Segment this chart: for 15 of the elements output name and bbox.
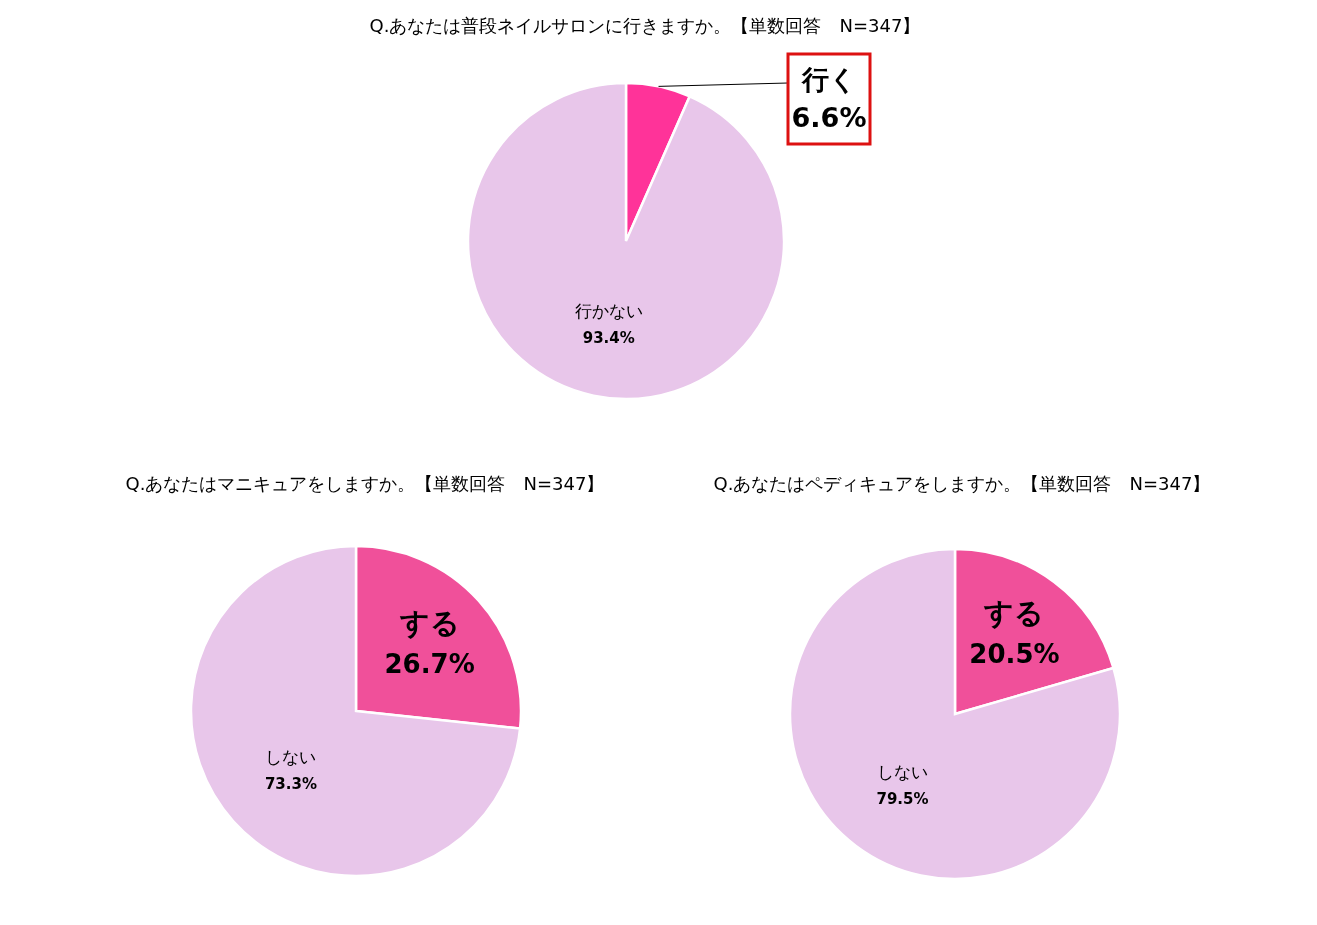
chart-title: Q.あなたはマニキュアをしますか。【単数回答 N=347】 (125, 473, 605, 494)
slice-label: する (983, 595, 1045, 630)
slice-label: しない (876, 761, 928, 782)
data-label: 20.5% (969, 638, 1060, 669)
chart-title: Q.あなたはペディキュアをしますか。【単数回答 N=347】 (713, 473, 1211, 494)
slice-label: する (398, 605, 460, 640)
chart-title: Q.あなたは普段ネイルサロンに行きますか。【単数回答 N=347】 (369, 15, 921, 36)
data-label: 79.5% (876, 789, 929, 808)
data-label: 73.3% (264, 775, 317, 794)
data-label: 26.7% (384, 648, 475, 679)
data-label: 6.6% (791, 102, 867, 133)
slice-label: 行かない (574, 300, 643, 321)
slice-label: しない (265, 747, 317, 768)
data-label: 93.4% (582, 328, 635, 347)
slice-label: 行く (800, 64, 857, 95)
